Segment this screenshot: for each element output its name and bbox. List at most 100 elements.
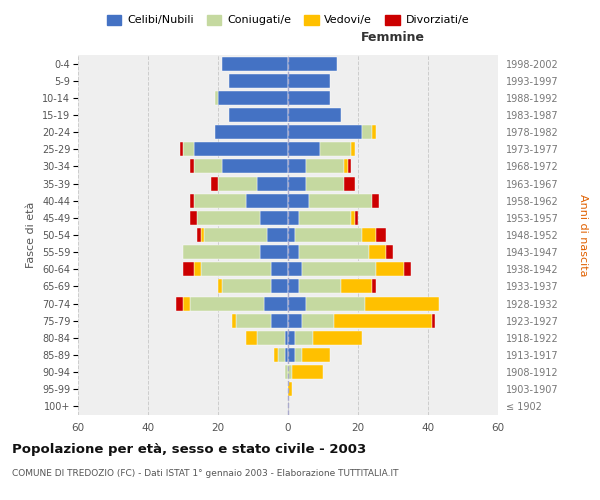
Bar [295,331,313,345]
Bar [347,160,351,173]
Bar [200,228,204,242]
Bar [193,142,288,156]
Bar [288,365,292,379]
Bar [372,194,379,207]
Bar [288,382,292,396]
Bar [334,314,431,328]
Bar [260,245,288,259]
Bar [288,331,295,345]
Bar [235,314,271,328]
Bar [246,194,288,207]
Bar [355,211,358,225]
Bar [284,348,288,362]
Legend: Celibi/Nubili, Coniugati/e, Vedovi/e, Divorziati/e: Celibi/Nubili, Coniugati/e, Vedovi/e, Di… [103,10,473,30]
Bar [197,211,260,225]
Bar [190,211,197,225]
Bar [288,314,302,328]
Bar [215,125,288,139]
Bar [221,160,288,173]
Bar [193,194,246,207]
Bar [288,296,305,310]
Bar [288,262,302,276]
Bar [305,296,365,310]
Bar [288,228,295,242]
Bar [372,125,376,139]
Bar [263,296,288,310]
Bar [288,348,295,362]
Bar [284,331,288,345]
Bar [288,160,305,173]
Bar [176,296,183,310]
Bar [288,91,330,105]
Text: Popolazione per età, sesso e stato civile - 2003: Popolazione per età, sesso e stato civil… [12,442,366,456]
Bar [431,314,435,328]
Bar [271,262,288,276]
Bar [344,176,355,190]
Bar [288,56,337,70]
Bar [197,228,200,242]
Bar [218,91,288,105]
Bar [204,228,267,242]
Bar [183,142,193,156]
Bar [246,331,257,345]
Bar [305,176,344,190]
Text: COMUNE DI TREDOZIO (FC) - Dati ISTAT 1° gennaio 2003 - Elaborazione TUTTITALIA.I: COMUNE DI TREDOZIO (FC) - Dati ISTAT 1° … [12,469,398,478]
Y-axis label: Anni di nascita: Anni di nascita [578,194,588,276]
Bar [361,228,376,242]
Bar [351,142,355,156]
Bar [271,280,288,293]
Bar [368,245,386,259]
Bar [295,228,361,242]
Bar [284,365,288,379]
Bar [302,314,334,328]
Bar [313,331,361,345]
Bar [309,194,372,207]
Bar [302,348,330,362]
Bar [183,296,190,310]
Bar [288,211,299,225]
Bar [361,125,372,139]
Bar [341,280,372,293]
Bar [372,280,376,293]
Bar [288,280,299,293]
Bar [179,142,183,156]
Bar [344,160,347,173]
Bar [190,194,193,207]
Bar [190,296,263,310]
Bar [221,56,288,70]
Bar [215,91,218,105]
Bar [376,228,386,242]
Bar [221,280,271,293]
Bar [183,245,260,259]
Bar [288,245,299,259]
Bar [218,176,257,190]
Bar [277,348,284,362]
Bar [211,176,218,190]
Bar [288,125,361,139]
Bar [229,74,288,88]
Bar [288,74,330,88]
Bar [193,160,221,173]
Bar [295,348,302,362]
Bar [288,142,320,156]
Bar [376,262,404,276]
Bar [320,142,351,156]
Bar [274,348,277,362]
Bar [190,160,193,173]
Bar [193,262,200,276]
Bar [257,331,284,345]
Bar [299,211,351,225]
Bar [365,296,439,310]
Bar [200,262,271,276]
Text: Femmine: Femmine [361,31,425,44]
Bar [232,314,235,328]
Bar [288,194,309,207]
Bar [305,160,344,173]
Bar [218,280,221,293]
Bar [299,280,341,293]
Y-axis label: Fasce di età: Fasce di età [26,202,37,268]
Bar [267,228,288,242]
Bar [288,176,305,190]
Bar [229,108,288,122]
Bar [271,314,288,328]
